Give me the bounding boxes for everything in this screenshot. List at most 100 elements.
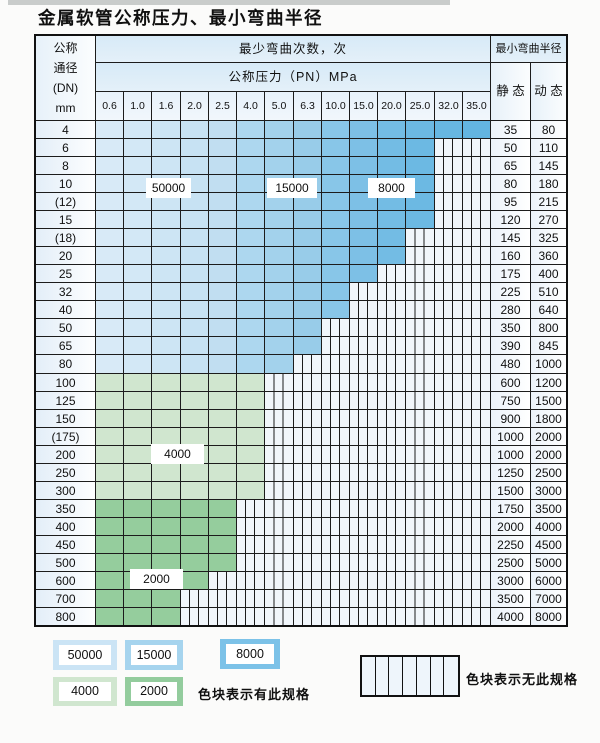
no-spec-cell	[405, 409, 435, 428]
no-spec-cell	[349, 607, 378, 626]
spec-cell	[123, 607, 152, 626]
spec-cell	[95, 120, 124, 139]
spec-cell	[151, 228, 181, 247]
legend-swatch-label: 4000	[59, 682, 111, 701]
no-spec-cell	[434, 463, 463, 482]
spec-cell	[180, 282, 209, 301]
no-spec-cell	[321, 571, 350, 590]
dn-cell: 500	[35, 553, 96, 572]
spec-cell	[95, 427, 124, 446]
no-spec-cell	[349, 282, 378, 301]
spec-cell	[264, 210, 294, 229]
spec-cell	[405, 120, 435, 139]
no-spec-cell	[434, 481, 463, 500]
spec-cell	[180, 354, 209, 374]
no-spec-cell	[405, 445, 435, 464]
spec-cell	[208, 535, 237, 554]
static-radius-cell: 175	[490, 264, 531, 283]
spec-cell	[264, 282, 294, 301]
no-spec-cell	[434, 174, 463, 193]
no-spec-cell	[462, 391, 491, 410]
spec-cell	[349, 138, 378, 157]
dynamic-column-header: 动 态	[530, 62, 567, 121]
spec-cell	[151, 354, 181, 374]
no-spec-cell	[405, 282, 435, 301]
no-spec-cell	[349, 318, 378, 337]
spec-cell	[123, 156, 152, 175]
no-spec-cell	[434, 409, 463, 428]
no-spec-cell	[462, 156, 491, 175]
no-spec-cell	[462, 409, 491, 428]
static-radius-cell: 225	[490, 282, 531, 301]
no-spec-cell	[405, 481, 435, 500]
spec-cell	[180, 300, 209, 319]
no-spec-cell	[434, 300, 463, 319]
spec-cell	[208, 264, 237, 283]
spec-cell	[180, 499, 209, 518]
spec-cell	[236, 246, 265, 265]
spec-cell	[95, 138, 124, 157]
dn-cell: (18)	[35, 228, 96, 247]
spec-cell	[236, 318, 265, 337]
legend-swatch-label: 2000	[131, 682, 177, 701]
no-spec-cell	[462, 282, 491, 301]
spec-cell	[236, 445, 265, 464]
spec-cell	[236, 138, 265, 157]
pressure-column-header: 1.6	[151, 91, 181, 121]
no-spec-cell	[321, 589, 350, 608]
spec-cell	[208, 499, 237, 518]
spec-cell	[95, 571, 124, 590]
dynamic-radius-cell: 1800	[530, 409, 567, 428]
no-spec-cell	[405, 373, 435, 392]
no-spec-cell	[462, 373, 491, 392]
spec-cell	[264, 120, 294, 139]
dynamic-radius-cell: 7000	[530, 589, 567, 608]
pressure-column-header: 15.0	[349, 91, 378, 121]
spec-cell	[321, 300, 350, 319]
no-spec-cell	[462, 210, 491, 229]
spec-cell	[180, 264, 209, 283]
no-spec-cell	[377, 264, 406, 283]
spec-cell	[123, 445, 152, 464]
no-spec-cell	[462, 553, 491, 572]
no-spec-cell	[293, 517, 322, 536]
static-radius-cell: 80	[490, 174, 531, 193]
spec-cell	[264, 336, 294, 355]
spec-cell	[123, 246, 152, 265]
spec-cell	[95, 354, 124, 374]
dn-cell: 50	[35, 318, 96, 337]
spec-cell	[264, 156, 294, 175]
spec-cell	[236, 156, 265, 175]
no-spec-cell	[405, 463, 435, 482]
spec-cell	[151, 463, 181, 482]
spec-cell	[208, 300, 237, 319]
no-spec-cell	[321, 318, 350, 337]
dn-cell: 450	[35, 535, 96, 554]
no-spec-cell	[462, 607, 491, 626]
no-spec-cell	[462, 463, 491, 482]
pressure-column-header: 20.0	[377, 91, 406, 121]
no-spec-cell	[293, 499, 322, 518]
no-spec-cell	[377, 517, 406, 536]
no-spec-cell	[349, 481, 378, 500]
spec-cell	[123, 354, 152, 374]
no-spec-cell	[462, 517, 491, 536]
no-spec-cell	[349, 571, 378, 590]
spec-cell	[208, 409, 237, 428]
no-spec-cell	[405, 607, 435, 626]
no-spec-cell	[434, 445, 463, 464]
spec-cell	[95, 589, 124, 608]
spec-cell	[434, 120, 463, 139]
no-spec-cell	[405, 499, 435, 518]
spec-cell	[377, 228, 406, 247]
dn-cell: 25	[35, 264, 96, 283]
spec-cell	[208, 336, 237, 355]
no-spec-cell	[462, 445, 491, 464]
pressure-column-header: 6.3	[293, 91, 322, 121]
spec-cell	[95, 499, 124, 518]
dynamic-radius-cell: 110	[530, 138, 567, 157]
static-column-header: 静 态	[490, 62, 531, 121]
spec-cell	[151, 300, 181, 319]
pressure-column-header: 25.0	[405, 91, 435, 121]
dynamic-radius-cell: 1000	[530, 354, 567, 374]
